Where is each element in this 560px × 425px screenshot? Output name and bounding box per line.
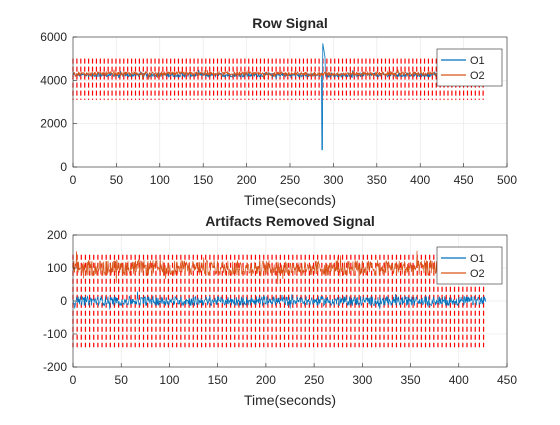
x-tick-label: 450: [497, 373, 517, 387]
legend: O1 O2: [436, 246, 503, 285]
legend: O1 O2: [436, 48, 503, 87]
y-tick-label: -100: [43, 327, 67, 341]
x-tick-label: 300: [323, 173, 343, 187]
axes-row-signal: 0 50 100 150 200 250 300 350 400 450 500 0 2000 4000 6…: [40, 15, 517, 208]
ticks: 0 50 100 150 200 250 300 350 400 450 500 0 2000 4000 6…: [40, 30, 517, 187]
x-tick-label: 100: [150, 173, 170, 187]
y-tick-label: 0: [60, 294, 67, 308]
y-tick-label: 100: [47, 261, 67, 275]
x-axis-label: Time(seconds): [244, 192, 336, 208]
plot-area: [72, 250, 487, 348]
x-tick-label: 50: [115, 373, 129, 387]
y-tick-label: -200: [43, 360, 67, 374]
x-tick-label: 300: [352, 373, 372, 387]
series-line-o2: [72, 68, 486, 80]
chart-title: Artifacts Removed Signal: [205, 213, 375, 229]
x-tick-label: 250: [304, 373, 324, 387]
x-tick-label: 250: [280, 173, 300, 187]
x-tick-label: 400: [449, 373, 469, 387]
legend-label-o1: O1: [470, 253, 485, 265]
x-tick-label: 50: [110, 173, 124, 187]
x-tick-label: 200: [237, 173, 257, 187]
series-line-o2: [72, 250, 487, 285]
x-tick-label: 150: [208, 373, 228, 387]
chart-title: Row Signal: [252, 15, 327, 31]
x-tick-label: 200: [256, 373, 276, 387]
x-tick-label: 0: [70, 173, 77, 187]
legend-box: [436, 246, 503, 285]
legend-box: [436, 48, 503, 87]
ticks: 0 50 100 150 200 250 300 350 400 450 -200 -100 0 100 2…: [43, 228, 517, 387]
legend-label-o1: O1: [470, 55, 485, 67]
x-tick-label: 0: [70, 373, 77, 387]
x-tick-label: 450: [454, 173, 474, 187]
x-tick-label: 350: [367, 173, 387, 187]
y-tick-label: 4000: [40, 73, 67, 87]
x-tick-label: 100: [159, 373, 179, 387]
x-axis-label: Time(seconds): [244, 392, 336, 408]
x-tick-label: 350: [401, 373, 421, 387]
series-line-o1: [72, 291, 487, 310]
y-tick-label: 6000: [40, 30, 67, 44]
axes-artifacts-removed-signal: 0 50 100 150 200 250 300 350 400 450 -200 -100 0 100 2…: [43, 213, 517, 408]
legend-label-o2: O2: [470, 268, 485, 280]
y-tick-label: 200: [47, 228, 67, 242]
y-tick-label: 0: [60, 160, 67, 174]
x-tick-label: 150: [193, 173, 213, 187]
legend-label-o2: O2: [470, 70, 485, 82]
x-tick-label: 400: [410, 173, 430, 187]
y-tick-label: 2000: [40, 117, 67, 131]
x-tick-label: 500: [497, 173, 517, 187]
